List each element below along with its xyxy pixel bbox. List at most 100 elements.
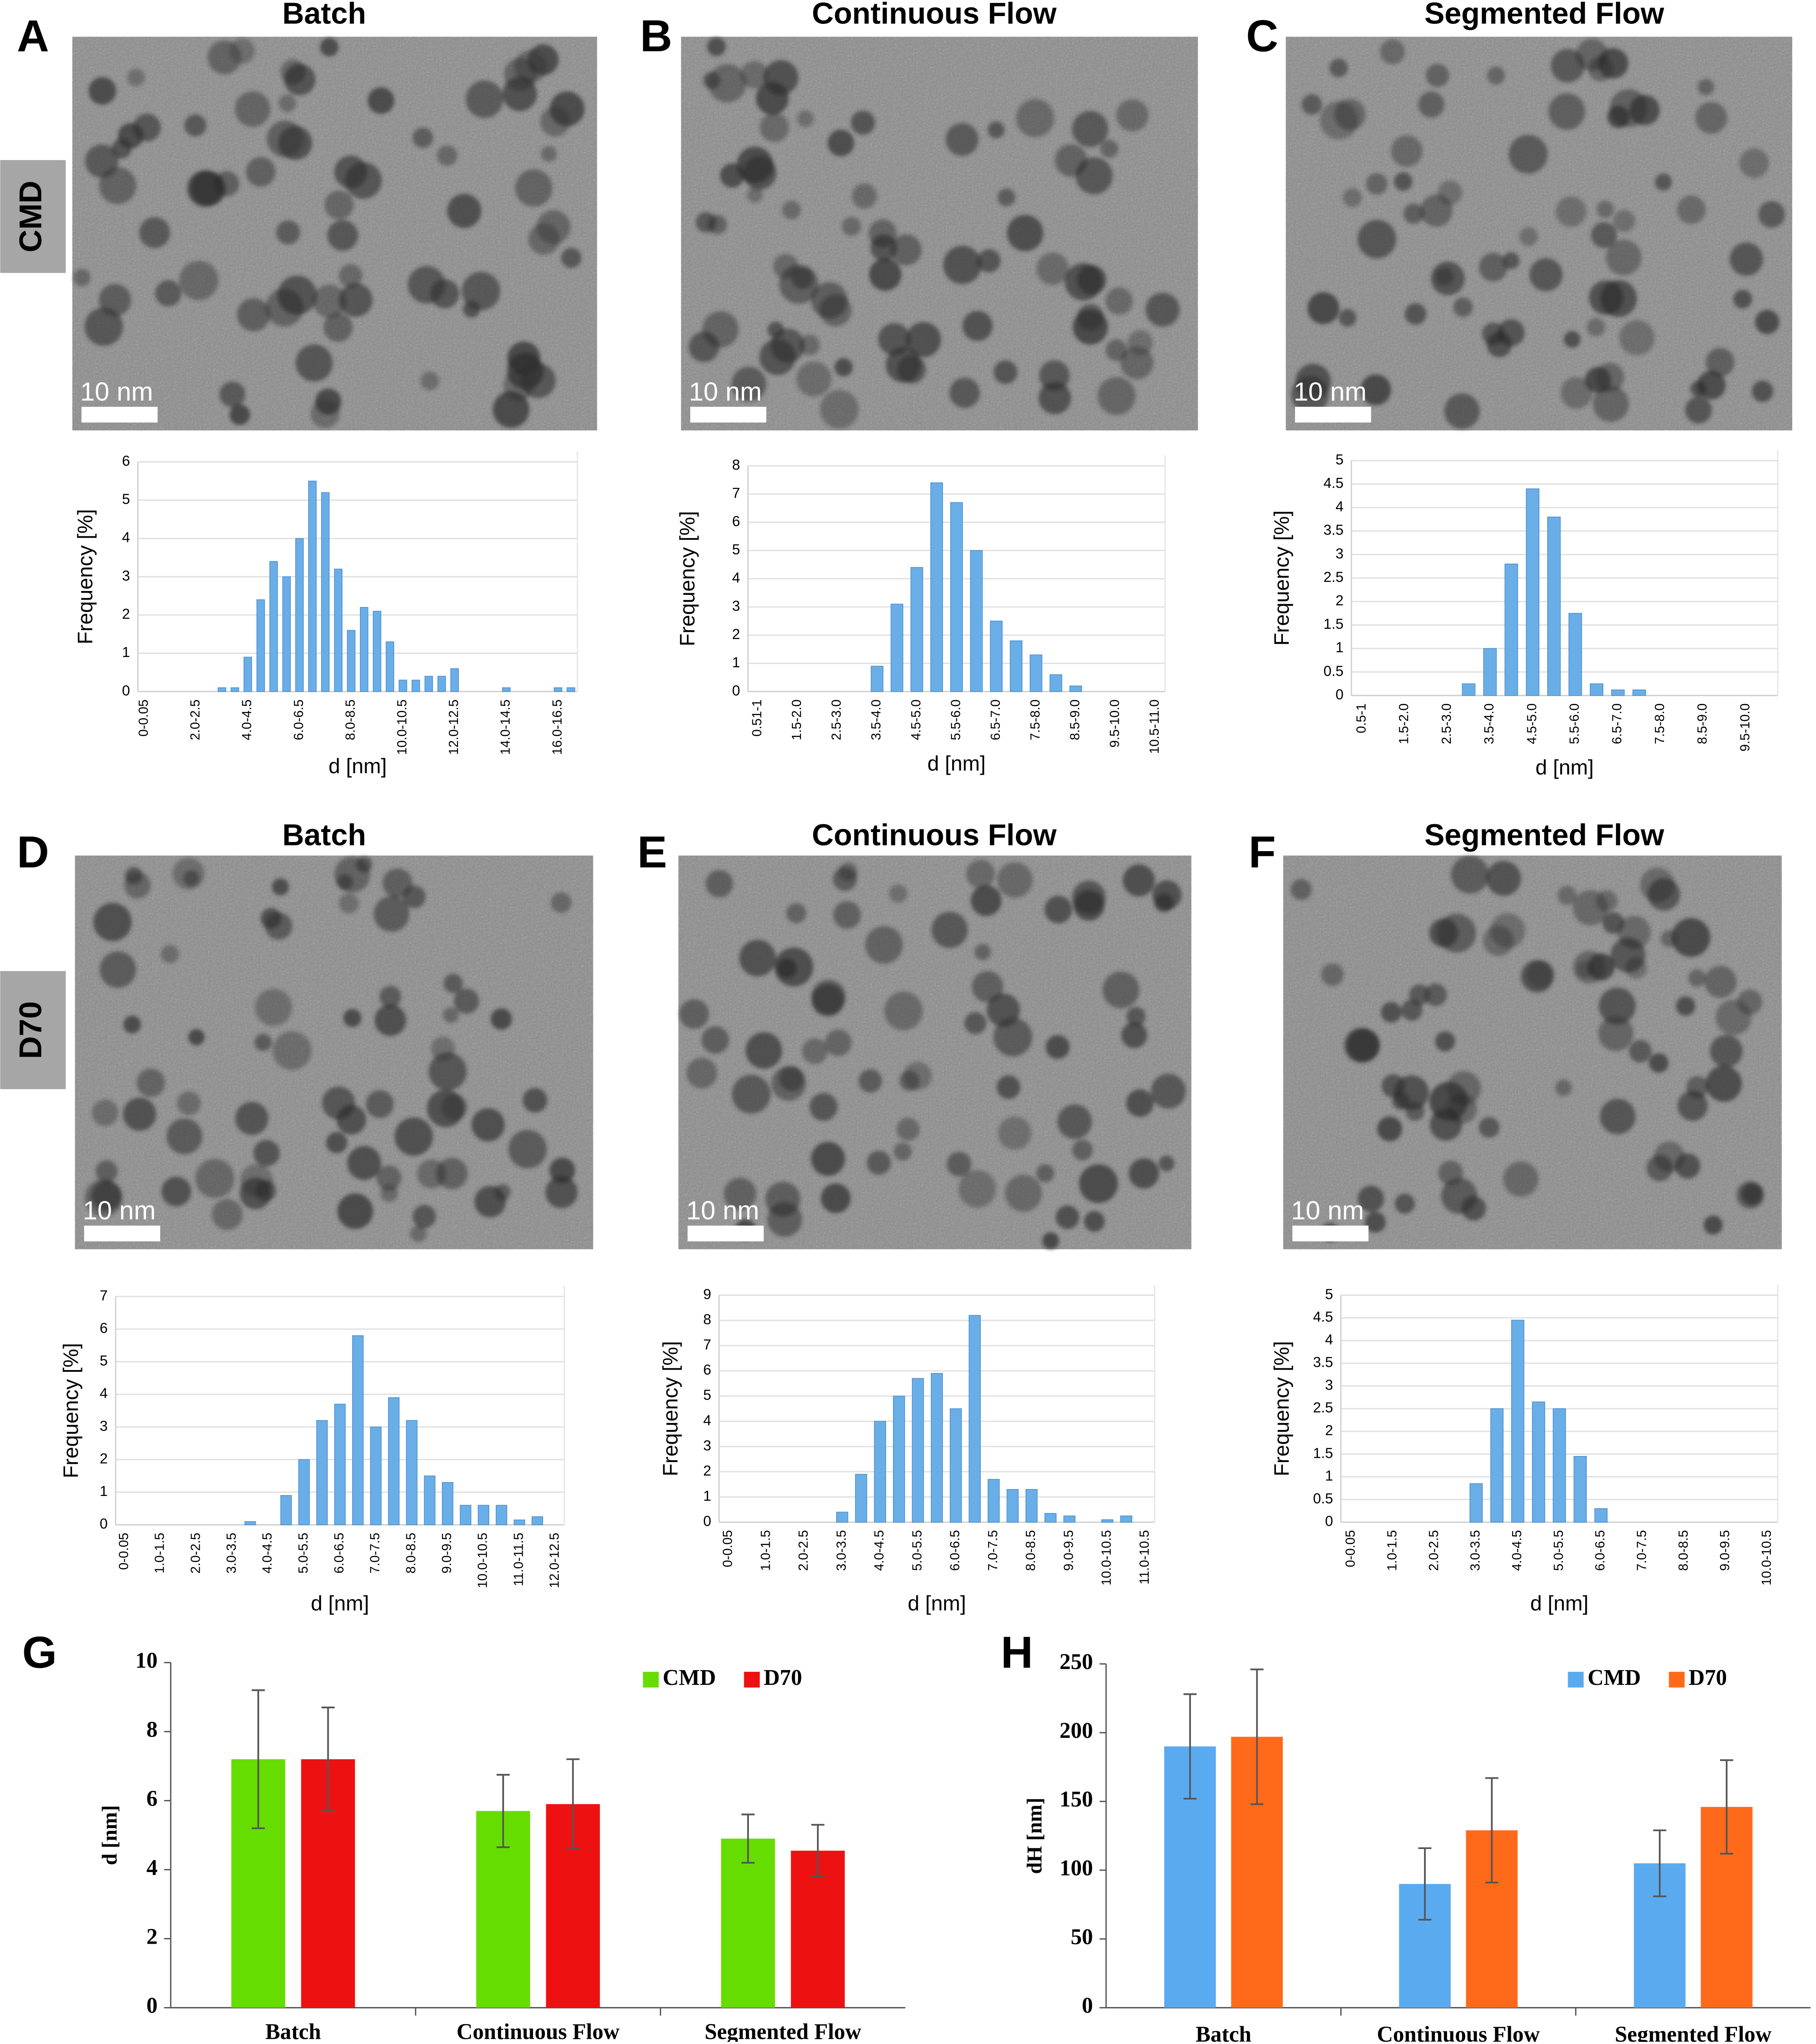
particle [819,294,852,327]
bar [280,1495,292,1526]
bar [1526,488,1539,696]
scale-bar [81,406,158,423]
scale-bar-label: 10 nm [80,377,153,406]
particle [276,220,300,244]
particle [977,249,1001,273]
y-tick-label: 2 [100,1451,108,1467]
particle [679,999,709,1029]
particles [1291,855,1764,1242]
particle [893,1142,912,1161]
particle [949,377,980,408]
particle [374,1004,406,1036]
particle [412,127,433,148]
particle [324,190,354,220]
y-axis-label: d [nm] [98,1805,121,1865]
y-tick-label: 4.5 [1313,1309,1333,1325]
bar [450,668,459,692]
x-tick-label: 9.0-9.5 [440,1533,454,1574]
particle [1154,893,1174,913]
y-tick-label: 6 [732,513,740,529]
y-tick-label: 3.5 [1324,522,1344,538]
x-tick-label: 3.0-3.5 [224,1533,239,1574]
legend-swatch [1669,1671,1685,1688]
particle [1649,1053,1669,1073]
particle [724,1178,756,1210]
particle [931,911,968,948]
x-tick-label: 5.0-5.5 [910,1530,924,1571]
bar [406,1420,418,1526]
panel-letter: A [17,11,49,61]
particle [253,1139,280,1166]
row-label-box [0,971,66,1090]
particle [313,284,346,318]
bar [424,1475,435,1526]
y-tick-label: 5 [122,492,130,508]
particle [741,61,768,89]
error-bar [321,1707,335,1812]
y-tick-label: 3 [100,1418,108,1434]
particle [260,908,281,929]
particle [1655,173,1672,191]
bar [514,1519,525,1526]
bar [1547,516,1561,696]
particle [441,1094,468,1120]
tem-image: 10 nm [681,36,1198,431]
scale-bar [1292,1225,1369,1242]
particle [867,1150,891,1175]
particle [1072,1139,1093,1161]
bar [442,1482,454,1526]
particle [1321,963,1344,986]
x-axis-label: d [nm] [927,752,985,776]
particle [705,870,733,898]
particle [779,264,819,304]
particle [1447,1093,1477,1124]
y-tick-label: 1.5 [1313,1445,1333,1461]
particle [339,283,373,317]
bar [412,680,420,692]
particle [827,129,854,156]
particle [92,1100,119,1126]
particle [356,856,372,873]
bar [1010,640,1023,692]
particle [1483,925,1514,956]
particle [988,121,1005,139]
x-tick-label: 12.0-12.5 [547,1533,562,1588]
y-tick-label: 2 [732,626,740,642]
tem-image: 10 nm [1285,36,1793,431]
x-tick-label: 8.0-8.5 [1024,1530,1038,1571]
x-tick-label: 8.5-9.0 [1695,703,1710,744]
y-tick-label: 7 [703,1337,711,1353]
particle [1358,220,1397,259]
x-tick-label: 0-0.05 [1344,1530,1358,1567]
particle [502,76,537,111]
x-tick-label: 9.0-9.5 [1061,1530,1076,1571]
particle [1329,59,1348,78]
particle [966,859,995,889]
particle [1073,890,1104,921]
y-tick-label: 6 [100,1320,108,1336]
particle [541,146,557,162]
y-tick-label: 5 [1325,1286,1333,1302]
particle [188,1029,205,1046]
particle [255,989,292,1026]
particle [1344,1027,1379,1063]
y-tick-label: 6 [122,453,130,469]
scale-bar [690,406,767,423]
bar [347,630,356,692]
particle [994,360,1018,384]
particle [431,1036,455,1061]
particle [211,1199,243,1230]
y-tick-label: 3 [703,1438,711,1454]
y-axis-label: Frequency [%] [676,511,699,647]
particle [91,1181,122,1211]
particle [1529,258,1563,291]
bar [399,680,407,692]
panel-title: Batch [282,818,366,852]
y-axis-label: Frequency [%] [1270,1341,1294,1476]
particle [1589,280,1624,315]
y-tick-label: 4 [1335,499,1343,515]
y-tick-label: 1 [122,644,130,660]
y-tick-label: 4 [732,570,740,586]
particle [1697,79,1714,96]
